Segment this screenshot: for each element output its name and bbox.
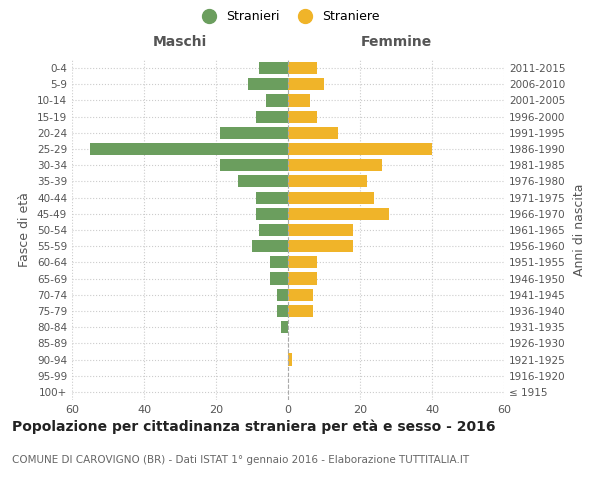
Bar: [270, 256, 288, 268]
Bar: [288, 240, 353, 252]
Bar: [259, 62, 288, 74]
Bar: [288, 127, 338, 139]
Bar: [288, 256, 317, 268]
Bar: [288, 224, 353, 236]
Bar: [288, 159, 382, 172]
Bar: [288, 176, 367, 188]
Bar: [256, 192, 288, 203]
Bar: [259, 224, 288, 236]
Y-axis label: Fasce di età: Fasce di età: [19, 192, 31, 268]
Bar: [288, 78, 324, 90]
Bar: [281, 321, 288, 333]
Text: COMUNE DI CAROVIGNO (BR) - Dati ISTAT 1° gennaio 2016 - Elaborazione TUTTITALIA.: COMUNE DI CAROVIGNO (BR) - Dati ISTAT 1°…: [12, 455, 469, 465]
Bar: [266, 94, 288, 106]
Bar: [90, 143, 288, 155]
Text: Popolazione per cittadinanza straniera per età e sesso - 2016: Popolazione per cittadinanza straniera p…: [12, 420, 496, 434]
Bar: [256, 208, 288, 220]
Bar: [288, 305, 313, 317]
Text: Maschi: Maschi: [153, 34, 207, 48]
Bar: [288, 354, 292, 366]
Bar: [277, 288, 288, 301]
Bar: [238, 176, 288, 188]
Bar: [288, 192, 374, 203]
Legend: Stranieri, Straniere: Stranieri, Straniere: [191, 5, 385, 28]
Bar: [288, 288, 313, 301]
Y-axis label: Anni di nascita: Anni di nascita: [572, 184, 586, 276]
Bar: [270, 272, 288, 284]
Bar: [252, 240, 288, 252]
Bar: [288, 110, 317, 122]
Bar: [248, 78, 288, 90]
Bar: [277, 305, 288, 317]
Bar: [288, 94, 310, 106]
Text: Femmine: Femmine: [361, 34, 431, 48]
Bar: [288, 62, 317, 74]
Bar: [220, 159, 288, 172]
Bar: [220, 127, 288, 139]
Bar: [256, 110, 288, 122]
Bar: [288, 143, 432, 155]
Bar: [288, 208, 389, 220]
Bar: [288, 272, 317, 284]
